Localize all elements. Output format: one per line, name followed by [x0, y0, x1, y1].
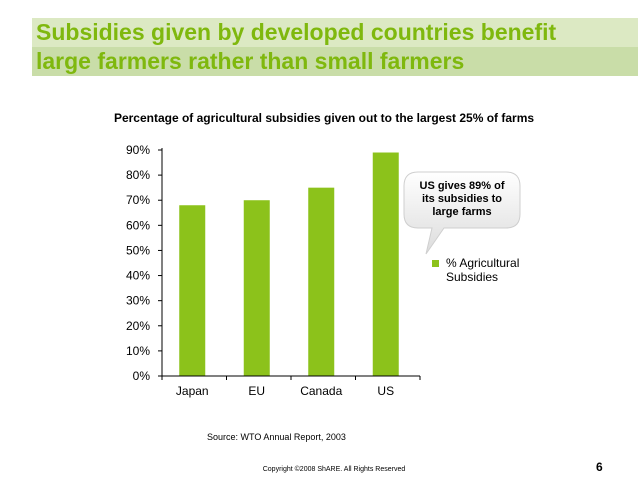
page-number: 6 [596, 460, 603, 474]
y-tick-label: 80% [126, 168, 150, 182]
source-note: Source: WTO Annual Report, 2003 [207, 432, 346, 442]
copyright-footer: Copyright ©2008 ShARE. All Rights Reserv… [262, 466, 406, 473]
y-tick-label: 20% [126, 319, 150, 333]
legend-label: % Agricultural Subsidies [446, 256, 546, 284]
y-tick-label: 40% [126, 269, 150, 283]
x-tick-label: Canada [300, 384, 342, 398]
callout-line-2: its subsidies to [421, 193, 503, 205]
x-tick-label: EU [248, 384, 265, 398]
y-tick-label: 60% [126, 218, 150, 232]
bar-us [372, 152, 399, 376]
y-tick-label: 0% [133, 369, 151, 383]
slide-title-line-2: large farmers rather than small farmers [36, 48, 465, 74]
callout-text: US gives 89% of its subsidies to large f… [410, 180, 514, 219]
slide-title: Subsidies given by developed countries b… [36, 18, 636, 76]
legend-label-line-2: Subsidies [446, 270, 499, 284]
bars [179, 152, 399, 376]
x-tick-label: US [377, 384, 394, 398]
y-axis: 0% 10% 20% 30% 40% 50% 60% 70% 80% 90% [126, 143, 163, 383]
y-tick-label: 90% [126, 143, 150, 157]
x-axis: Japan EU Canada US [161, 375, 421, 398]
y-tick-label: 10% [126, 344, 150, 358]
bar-japan [179, 205, 206, 376]
bar-canada [308, 187, 335, 376]
legend-label-line-1: % Agricultural [446, 256, 520, 270]
callout-line-1: US gives 89% of [419, 180, 505, 192]
title-band-bottom [32, 47, 638, 76]
y-tick-label: 70% [126, 193, 150, 207]
x-tick-label: Japan [176, 384, 209, 398]
callout-bubble [403, 171, 521, 255]
title-band-top [32, 18, 638, 47]
callout-line-3: large farms [432, 206, 492, 218]
y-tick-label: 50% [126, 243, 150, 257]
chart-title: Percentage of agricultural subsidies giv… [113, 111, 535, 125]
title-band [32, 18, 638, 76]
y-tick-label: 30% [126, 294, 150, 308]
bar-eu [243, 200, 270, 376]
legend-swatch [432, 260, 439, 267]
callout-shape [403, 171, 521, 255]
slide-title-line-1: Subsidies given by developed countries b… [36, 19, 557, 45]
